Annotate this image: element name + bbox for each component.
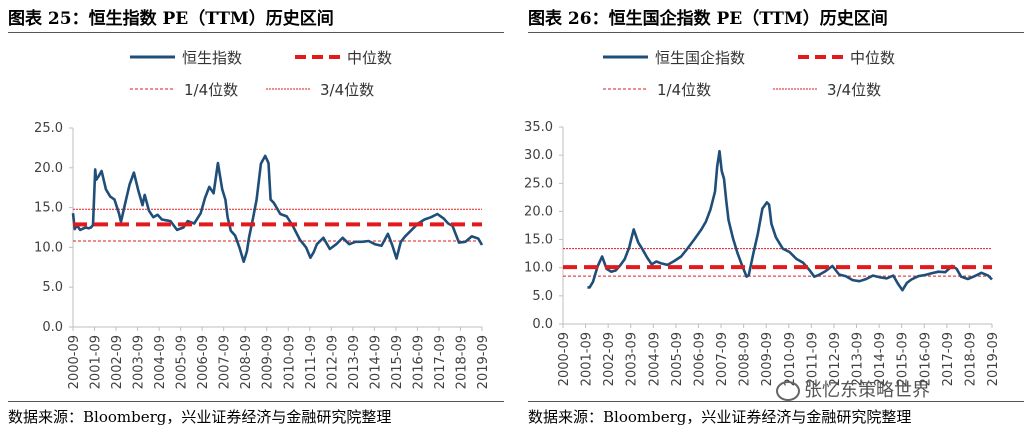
y-tick-label: 15.0	[34, 201, 63, 216]
x-tick-label: 2009-09	[760, 332, 775, 386]
legend: 恒生国企指数 中位数 1/4位数 3/4位数	[603, 49, 895, 99]
y-tick-label: 5.0	[42, 280, 63, 295]
x-tick-label: 2001-09	[89, 335, 104, 389]
x-tick-label: 2008-09	[738, 332, 753, 386]
x-tick-label: 2019-09	[986, 332, 1001, 386]
chart-panel-pe-hsi: 图表 25：恒生指数 PE（TTM）历史区间 恒生指数 中位数 1/4位数 3/4位数…	[0, 0, 510, 434]
y-tick-label: 0.0	[42, 320, 63, 335]
x-tick-label: 2014-09	[368, 335, 383, 389]
source-rule	[8, 401, 504, 402]
y-tick-label: 10.0	[34, 240, 63, 255]
x-tick-label: 2010-09	[783, 332, 798, 386]
series-line	[587, 149, 993, 292]
chart-title: 图表 26：恒生国企指数 PE（TTM）历史区间	[528, 9, 888, 29]
legend-label-median: 中位数	[347, 49, 392, 67]
legend-label-median: 中位数	[850, 49, 895, 67]
x-tick-label: 2013-09	[851, 332, 866, 386]
x-tick-label: 2015-09	[896, 332, 911, 386]
x-tick-label: 2016-09	[411, 335, 426, 389]
x-tick-label: 2013-09	[347, 335, 362, 389]
watermark-text: 张忆东策略世界	[804, 380, 930, 401]
x-tick-label: 2018-09	[454, 335, 469, 389]
legend-label-series: 恒生指数	[182, 49, 242, 67]
x-tick-label: 2012-09	[325, 335, 340, 389]
chart-panel-pe-hscei: 图表 26：恒生国企指数 PE（TTM）历史区间 恒生国企指数 中位数 1/4位数 3…	[520, 0, 1030, 434]
y-tick-label: 5.0	[532, 289, 553, 304]
x-tick-label: 2007-09	[218, 335, 233, 389]
title-rule	[8, 32, 504, 33]
y-tick-label: 10.0	[524, 261, 553, 276]
title-rule	[528, 32, 1024, 33]
x-tick-label: 2017-09	[433, 335, 448, 389]
x-tick-label: 2005-09	[175, 335, 190, 389]
x-tick-label: 2015-09	[390, 335, 405, 389]
source-note: 数据来源：Bloomberg，兴业证券经济与金融研究院整理	[528, 408, 912, 426]
legend-label-q1: 1/4位数	[184, 81, 238, 99]
y-tick-label: 35.0	[524, 120, 553, 135]
y-tick-label: 20.0	[34, 161, 63, 176]
x-tick-label: 2004-09	[647, 332, 662, 386]
x-tick-label: 2004-09	[153, 335, 168, 389]
x-tick-label: 2007-09	[715, 332, 730, 386]
legend-label-q1: 1/4位数	[657, 81, 711, 99]
y-tick-label: 30.0	[524, 148, 553, 163]
x-tick-label: 2003-09	[625, 332, 640, 386]
x-tick-label: 2016-09	[918, 332, 933, 386]
y-tick-label: 0.0	[532, 317, 553, 332]
x-tick-label: 2014-09	[873, 332, 888, 386]
source-rule	[528, 401, 1024, 402]
x-tick-label: 2011-09	[805, 332, 820, 386]
x-tick-label: 2002-09	[110, 335, 125, 389]
x-tick-label: 2019-09	[476, 335, 491, 389]
y-tick-label: 25.0	[524, 176, 553, 191]
legend-label-q3: 3/4位数	[827, 81, 881, 99]
x-tick-label: 2001-09	[580, 332, 595, 386]
y-tick-label: 15.0	[524, 233, 553, 248]
y-tick-label: 20.0	[524, 204, 553, 219]
legend-label-q3: 3/4位数	[320, 81, 374, 99]
x-tick-label: 2006-09	[692, 332, 707, 386]
series-line	[71, 154, 484, 264]
x-tick-label: 2000-09	[557, 332, 572, 386]
legend: 恒生指数 中位数 1/4位数 3/4位数	[130, 49, 392, 99]
x-tick-label: 2012-09	[828, 332, 843, 386]
x-tick-label: 2017-09	[941, 332, 956, 386]
chart-svg-hsi: 恒生指数 中位数 1/4位数 3/4位数 0.0 5.0 10.0 15.0 20.0 25.0 2…	[34, 49, 491, 389]
x-tick-label: 2010-09	[282, 335, 297, 389]
chart-svg-hscei: 恒生国企指数 中位数 1/4位数 3/4位数 0.0 5.0 10.0 15.0 20.0 25.…	[524, 49, 1001, 386]
x-tick-label: 2005-09	[670, 332, 685, 386]
source-note: 数据来源：Bloomberg，兴业证券经济与金融研究院整理	[8, 408, 392, 426]
x-tick-label: 2000-09	[67, 335, 82, 389]
x-tick-label: 2002-09	[602, 332, 617, 386]
wechat-icon	[776, 381, 800, 401]
x-tick-label: 2008-09	[239, 335, 254, 389]
y-tick-label: 25.0	[34, 121, 63, 136]
x-tick-label: 2006-09	[196, 335, 211, 389]
watermark: 张忆东策略世界	[776, 376, 930, 402]
chart-title: 图表 25：恒生指数 PE（TTM）历史区间	[8, 9, 334, 29]
x-tick-label: 2009-09	[261, 335, 276, 389]
x-tick-label: 2018-09	[963, 332, 978, 386]
x-tick-label: 2003-09	[132, 335, 147, 389]
x-tick-label: 2011-09	[304, 335, 319, 389]
legend-label-series: 恒生国企指数	[655, 49, 745, 67]
